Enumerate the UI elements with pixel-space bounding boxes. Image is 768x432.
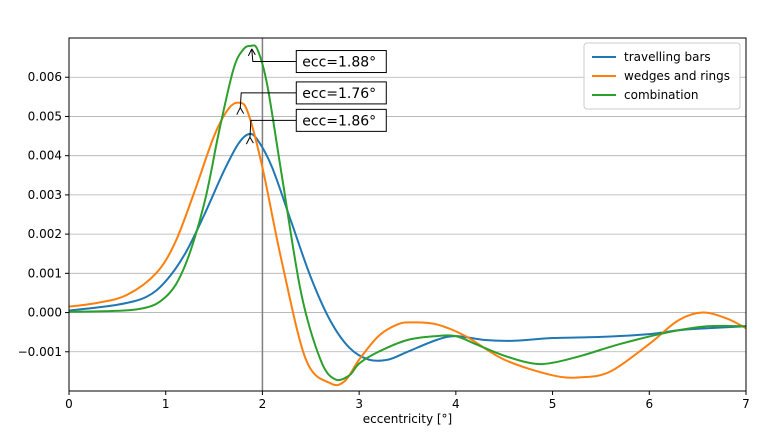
annotation: ecc=1.86° — [245, 108, 387, 145]
x-tick-label: 1 — [162, 397, 170, 411]
annotation-arrow-line — [251, 49, 297, 63]
annotation: ecc=1.88° — [247, 48, 387, 74]
series-line-wedges-and-rings — [69, 101, 746, 387]
annotation-label: ecc=1.76° — [302, 86, 376, 102]
series-line-combination — [69, 44, 746, 382]
x-tick-label: 6 — [645, 397, 653, 411]
annotation-box — [295, 108, 387, 132]
y-tick-label: 0.006 — [28, 70, 62, 84]
annotation-arrow-head — [245, 136, 254, 145]
y-tick-label: 0.001 — [28, 266, 62, 280]
annotation-arrow-line — [239, 92, 297, 109]
x-axis-ticks: 0 1 2 3 4 5 6 7 — [65, 391, 750, 411]
annotation: ecc=1.76° — [236, 81, 387, 115]
y-tick-label: 0.005 — [28, 109, 62, 123]
legend-frame — [583, 42, 741, 110]
y-tick-label: −0.001 — [18, 345, 62, 359]
series-layer — [69, 44, 746, 387]
x-tick-label: 0 — [65, 397, 73, 411]
annotations: ecc=1.88° ecc=1.76° ecc=1.86° — [236, 48, 387, 145]
y-axis-ticks: −0.001 0.000 0.001 0.002 0.003 0.004 0.005 0.00… — [18, 70, 69, 359]
x-tick-label: 3 — [355, 397, 363, 411]
y-tick-label: 0.000 — [28, 306, 62, 320]
annotation-arrow-head — [247, 48, 256, 57]
plot-area-frame — [68, 37, 747, 392]
annotation-box — [295, 81, 387, 105]
x-tick-label: 4 — [452, 397, 460, 411]
legend: travelling bars wedges and rings combinati… — [583, 42, 741, 110]
annotation-arrow-line — [249, 119, 297, 139]
legend-label: travelling bars — [624, 50, 711, 64]
y-tick-label: 0.002 — [28, 227, 62, 241]
legend-label: wedges and rings — [624, 69, 730, 83]
x-tick-label: 5 — [549, 397, 557, 411]
annotation-label: ecc=1.86° — [302, 113, 376, 129]
y-tick-label: 0.004 — [28, 149, 62, 163]
y-tick-label: 0.003 — [28, 188, 62, 202]
x-tick-label: 7 — [742, 397, 750, 411]
legend-label: combination — [624, 88, 699, 102]
annotation-box — [295, 50, 387, 74]
x-axis-label: eccentricity [°] — [363, 412, 452, 426]
annotation-label: ecc=1.88° — [302, 55, 376, 71]
annotation-arrow-head — [236, 107, 245, 115]
x-tick-label: 2 — [259, 397, 267, 411]
